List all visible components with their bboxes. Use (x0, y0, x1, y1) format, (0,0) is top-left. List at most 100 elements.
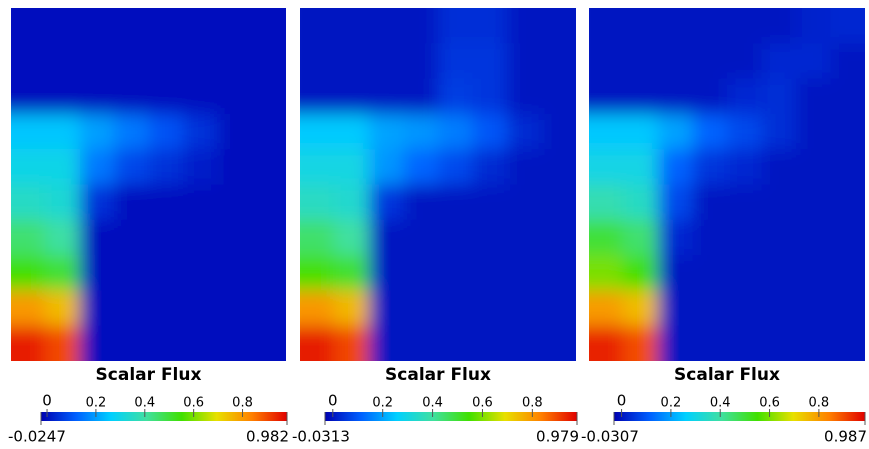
heatmap-cell (507, 113, 543, 150)
colorbar-range-label: 0.979 (536, 428, 579, 446)
heatmap-cell (658, 43, 694, 80)
heatmap-cell (541, 8, 576, 44)
heatmap-cell (403, 43, 439, 80)
heatmap-cell (658, 219, 694, 256)
colorbar-tick-label: 0.2 (661, 396, 682, 411)
heatmap-cell (727, 290, 763, 327)
heatmap-cell (472, 149, 508, 186)
colorbar-tick-label: 0.2 (86, 396, 107, 411)
colorbar-tick-label: 0.6 (472, 396, 493, 411)
heatmap-cell (114, 290, 150, 327)
heatmap-cell (438, 325, 474, 361)
heatmap-cell (45, 184, 81, 221)
heatmap-cell (507, 255, 543, 291)
heatmap-cell (692, 325, 728, 361)
heatmap-cell (79, 43, 115, 80)
heatmap-cell (148, 290, 184, 327)
heatmap-cell (369, 78, 405, 115)
heatmap-cell (45, 8, 81, 44)
heatmap-cell (658, 78, 694, 115)
heatmap-cell (11, 184, 46, 221)
heatmap-cell (182, 113, 218, 150)
heatmap-cell (761, 219, 797, 256)
colorbar-tick-label: 0 (328, 392, 338, 410)
colorbar-tick-label: 0.8 (522, 396, 543, 411)
heatmap-cell (472, 184, 508, 221)
heatmap-cell (79, 255, 115, 291)
heatmap-cell (300, 255, 336, 291)
heatmap-cell (830, 325, 865, 361)
heatmap-cell (217, 8, 253, 44)
heatmap-cell (300, 290, 336, 327)
heatmap-cell (623, 325, 659, 361)
heatmap-cell (541, 149, 576, 186)
heatmap-cell (623, 149, 659, 186)
heatmap-cell (369, 184, 405, 221)
heatmap-cell (796, 290, 832, 327)
colorbar-tick-label: 0.8 (809, 396, 830, 411)
heatmap-cell (403, 184, 439, 221)
heatmap-cell (300, 43, 336, 80)
heatmap-cell (761, 113, 797, 150)
heatmap-cell (761, 290, 797, 327)
heatmap-cell (761, 325, 797, 361)
heatmap-cell (472, 113, 508, 150)
heatmap-cell (334, 255, 370, 291)
heatmap-cell (182, 149, 218, 186)
heatmap-cell (796, 149, 832, 186)
heatmap-cell (623, 43, 659, 80)
heatmap-cell (727, 325, 763, 361)
heatmap-cell (300, 78, 336, 115)
heatmap-cell (251, 149, 286, 186)
heatmap-cell (403, 325, 439, 361)
heatmap-cell (251, 255, 286, 291)
heatmap-cell (182, 255, 218, 291)
heatmap-cell (148, 325, 184, 361)
panel-title: Scalar Flux (385, 365, 491, 385)
colorbar-range-label: -0.0247 (8, 428, 66, 446)
colorbar-tick-label: 0.2 (372, 396, 393, 411)
heatmap-cell (623, 290, 659, 327)
heatmap-cell (541, 290, 576, 327)
heatmap-cell (217, 219, 253, 256)
colorbar-tick-label: 0.6 (183, 396, 204, 411)
heatmap-cell (623, 78, 659, 115)
heatmap-cell (251, 8, 286, 44)
heatmap-cell (45, 325, 81, 361)
heatmap-cell (589, 290, 625, 327)
heatmap-cell (472, 43, 508, 80)
heatmap-cell (403, 219, 439, 256)
colorbar-tick-label: 0.4 (710, 396, 731, 411)
heatmap-cell (507, 219, 543, 256)
heatmap-cell (830, 290, 865, 327)
heatmap-cells (11, 8, 286, 361)
heatmap-cell (796, 43, 832, 80)
heatmap-cell (692, 149, 728, 186)
heatmap-cell (438, 78, 474, 115)
heatmap-cell (403, 78, 439, 115)
heatmap-cell (148, 184, 184, 221)
heatmap-cell (507, 184, 543, 221)
heatmap-cell (45, 149, 81, 186)
heatmap-cell (114, 255, 150, 291)
heatmap-cell (334, 78, 370, 115)
heatmap-cell (114, 78, 150, 115)
heatmap-panel (589, 8, 865, 361)
heatmap-cell (438, 8, 474, 44)
heatmap-cell (438, 290, 474, 327)
heatmap-cell (727, 219, 763, 256)
colorbar-tick-label: 0 (617, 392, 627, 410)
heatmap-cell (796, 255, 832, 291)
heatmap-cell (541, 78, 576, 115)
heatmap-cell (11, 113, 46, 150)
colorbar (614, 412, 865, 421)
heatmap-cell (182, 184, 218, 221)
heatmap-cell (45, 113, 81, 150)
heatmap-cell (692, 113, 728, 150)
heatmap-cell (761, 149, 797, 186)
colorbar-tick-label: 0.4 (134, 396, 155, 411)
heatmap-cell (761, 43, 797, 80)
heatmap-cell (761, 78, 797, 115)
heatmap-cell (658, 255, 694, 291)
heatmap-cell (182, 325, 218, 361)
